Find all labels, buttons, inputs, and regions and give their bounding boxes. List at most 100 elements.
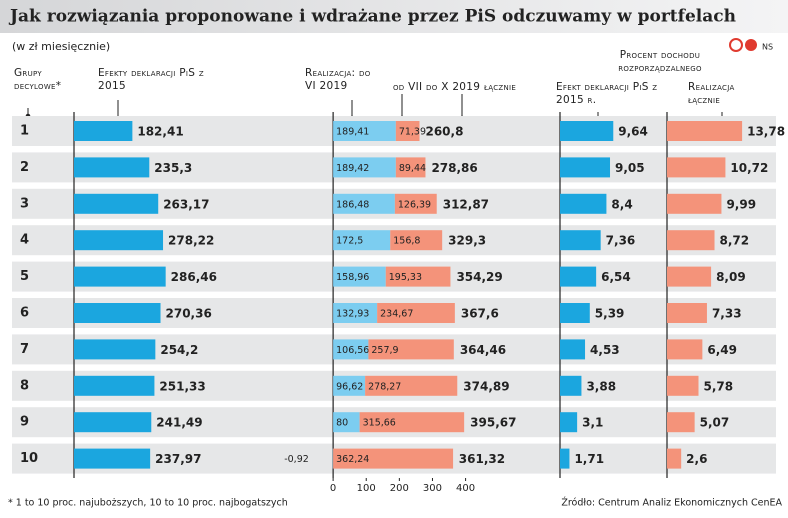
category-label: 5 [20,269,29,284]
value-label: 7,36 [606,234,636,248]
bar-segment [332,448,334,469]
value-label: 251,33 [159,379,205,393]
bar-segment [333,266,386,287]
value-label: 106,56 [336,345,369,356]
value-label: 158,96 [336,272,369,283]
value-label: 6,54 [601,270,631,284]
bar [667,339,703,360]
bar-segment [377,303,455,323]
value-label: 80 [336,418,348,429]
value-label: 189,41 [336,127,369,138]
bar [74,193,159,214]
bar-segment [385,266,451,287]
logo-icon [745,39,757,51]
bar-segment [333,157,396,178]
bar [560,412,578,433]
value-label: 4,53 [590,343,620,357]
bar-segment [333,230,391,251]
series-header: Efekt deklaracji PiS z 2015 r. [556,81,658,106]
value-label: 234,67 [380,309,413,320]
bar [667,448,682,469]
bar [74,266,166,287]
bar-segment [333,375,366,396]
subtitle: (w zł miesięcznie) [12,40,110,53]
value-label: 8,09 [716,270,746,284]
value-label: 315,66 [363,418,396,429]
value-label: 96,62 [336,381,363,392]
group-header: Procent dochodu rozporządzalnego [618,49,702,74]
bar-segment [333,193,395,214]
bar [74,121,133,141]
total-label: 395,67 [470,416,516,430]
value-label: 270,36 [166,307,212,321]
value-label: 257,9 [371,345,398,356]
value-label: 237,97 [155,452,201,466]
category-label: 6 [20,306,29,321]
value-label: 89,44 [399,163,426,174]
x-tick-label: 100 [357,483,376,494]
bar [667,121,743,141]
x-tick-label: 200 [390,483,409,494]
total-label: 364,46 [460,343,506,357]
x-tick-label: 0 [330,483,336,494]
bar [560,230,601,251]
bar [667,412,695,433]
series-header: Realizacja: do VI 2019 [305,67,371,92]
total-label: 361,32 [459,452,505,466]
value-label: 254,2 [160,343,198,357]
footnote: * 1 to 10 proc. najuboższych, 10 to 10 p… [8,498,288,509]
total-label: 278,86 [431,161,477,175]
value-label: 10,72 [730,161,768,175]
category-label: 2 [20,160,29,175]
bar [74,230,164,251]
source: Źródło: Centrum Analiz Ekonomicznych Cen… [561,497,782,509]
value-label: 156,8 [393,236,420,247]
series-header: Efekty deklaracji PiS z 2015 [98,67,204,92]
total-label: 329,3 [448,234,486,248]
value-label: 5,78 [704,379,734,393]
value-label: 3,1 [582,416,603,430]
category-label: 4 [20,233,29,248]
value-label: 9,99 [726,197,756,211]
value-label: -0,92 [284,454,309,465]
value-label: 182,41 [137,125,183,139]
bar [667,230,715,251]
bar [74,412,152,433]
bar-segment [365,375,458,396]
bar [560,339,586,360]
bar [560,303,590,323]
value-label: 71,39 [399,127,426,138]
value-label: 278,22 [168,234,214,248]
total-label: 260,8 [425,125,463,139]
bar-segment [333,412,360,433]
series-header: Realizacja łącznie [688,81,735,106]
totals-header: łącznie [484,81,517,93]
bar [74,157,150,178]
bar-segment [395,121,420,141]
series-header: od VII do X 2019 [393,81,481,93]
bar-segment [333,448,454,469]
bar [667,375,699,396]
bar-segment [333,339,369,360]
bar-segment [333,121,396,141]
value-label: 3,88 [586,379,616,393]
value-label: 195,33 [389,272,422,283]
x-tick-label: 400 [456,483,475,494]
bar [560,448,570,469]
total-label: 367,6 [461,307,499,321]
category-header: Grupy decylowe* [14,67,62,92]
bar [74,303,161,323]
bar-segment [333,303,378,323]
bar [667,193,722,214]
category-label: 10 [20,451,38,466]
value-label: 9,64 [618,125,648,139]
value-label: 7,33 [712,307,742,321]
value-label: 1,71 [574,452,604,466]
title-band [0,0,788,33]
value-label: 235,3 [154,161,192,175]
value-label: 278,27 [368,381,401,392]
value-label: 8,72 [720,234,750,248]
category-label: 9 [20,415,29,430]
